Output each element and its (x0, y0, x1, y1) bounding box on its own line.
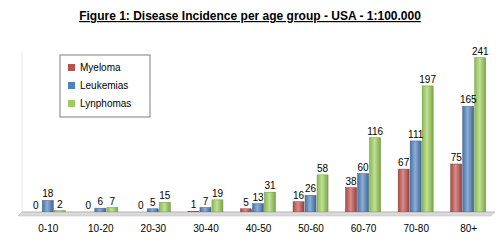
data-label: 67 (398, 157, 410, 168)
bar (200, 208, 211, 212)
x-tick-label: 0-10 (38, 223, 58, 234)
data-label: 38 (346, 176, 358, 187)
bar (422, 86, 433, 212)
bar (265, 192, 276, 212)
legend-label: Myeloma (80, 62, 121, 73)
page: {"chart_data": { "type": "bar", "title":… (0, 0, 499, 250)
data-label: 13 (252, 192, 264, 203)
bar (159, 202, 170, 212)
data-label: 7 (203, 196, 209, 207)
legend-swatch (68, 100, 75, 107)
data-label: 58 (317, 163, 329, 174)
bar (410, 141, 421, 212)
data-label: 241 (472, 46, 489, 57)
data-label: 0 (86, 200, 92, 211)
y-axis-line (22, 52, 23, 212)
data-label: 111 (408, 129, 424, 140)
bar (451, 164, 462, 212)
bars (42, 58, 485, 212)
x-tick-label: 70-80 (403, 223, 429, 234)
x-tick-label: 30-40 (193, 223, 219, 234)
legend-swatch (68, 82, 75, 89)
data-label: 116 (367, 126, 383, 137)
chart-svg: Figure 1: Disease Incidence per age grou… (0, 0, 499, 250)
bar (95, 208, 106, 212)
data-label: 0 (33, 200, 39, 211)
bar (42, 200, 53, 212)
x-tick-label: 80+ (460, 223, 477, 234)
data-label: 7 (110, 196, 116, 207)
data-label: 31 (264, 180, 276, 191)
data-label: 15 (159, 190, 171, 201)
bar (293, 202, 304, 212)
x-tick-label: 20-30 (141, 223, 167, 234)
data-label: 5 (150, 197, 156, 208)
bar (346, 188, 357, 212)
data-label: 197 (419, 74, 436, 85)
data-label: 18 (42, 188, 54, 199)
bar (398, 169, 409, 212)
data-label: 5 (243, 197, 249, 208)
bar (253, 204, 264, 212)
data-label: 2 (57, 199, 63, 210)
title: Figure 1: Disease Incidence per age grou… (79, 9, 421, 23)
x-tick-label: 10-20 (88, 223, 114, 234)
data-label: 165 (460, 94, 477, 105)
legend-label: Leukemias (80, 80, 128, 91)
bar (475, 58, 486, 212)
bar (135, 212, 146, 213)
x-tick-label: 40-50 (246, 223, 272, 234)
bar (54, 211, 65, 212)
data-label: 6 (98, 196, 104, 207)
bar (83, 212, 94, 213)
x-tick-label: 50-60 (298, 223, 324, 234)
legend-label: Lynphomas (80, 98, 131, 109)
data-label: 60 (358, 162, 370, 173)
bar (30, 212, 41, 213)
legend-box (60, 55, 150, 117)
bar (212, 200, 223, 212)
bar (463, 106, 474, 212)
bar (188, 211, 199, 212)
data-label: 16 (293, 190, 305, 201)
data-label: 1 (191, 199, 197, 210)
data-label: 75 (451, 152, 463, 163)
data-labels: 0182067051517195133116265838601166711119… (33, 46, 489, 211)
data-label: 19 (212, 188, 224, 199)
bar (241, 209, 252, 212)
bar (358, 174, 369, 212)
data-label: 0 (138, 200, 144, 211)
bar (305, 195, 316, 212)
legend: Myeloma Leukemias Lynphomas (60, 55, 150, 117)
chart-container: Figure 1: Disease Incidence per age grou… (0, 0, 499, 250)
x-tick-label: 60-70 (351, 223, 377, 234)
bar (317, 175, 328, 212)
legend-swatch (68, 64, 75, 71)
data-label: 26 (305, 183, 317, 194)
bar (370, 138, 381, 212)
floor (18, 212, 495, 216)
bar (147, 209, 158, 212)
bar (107, 208, 118, 212)
